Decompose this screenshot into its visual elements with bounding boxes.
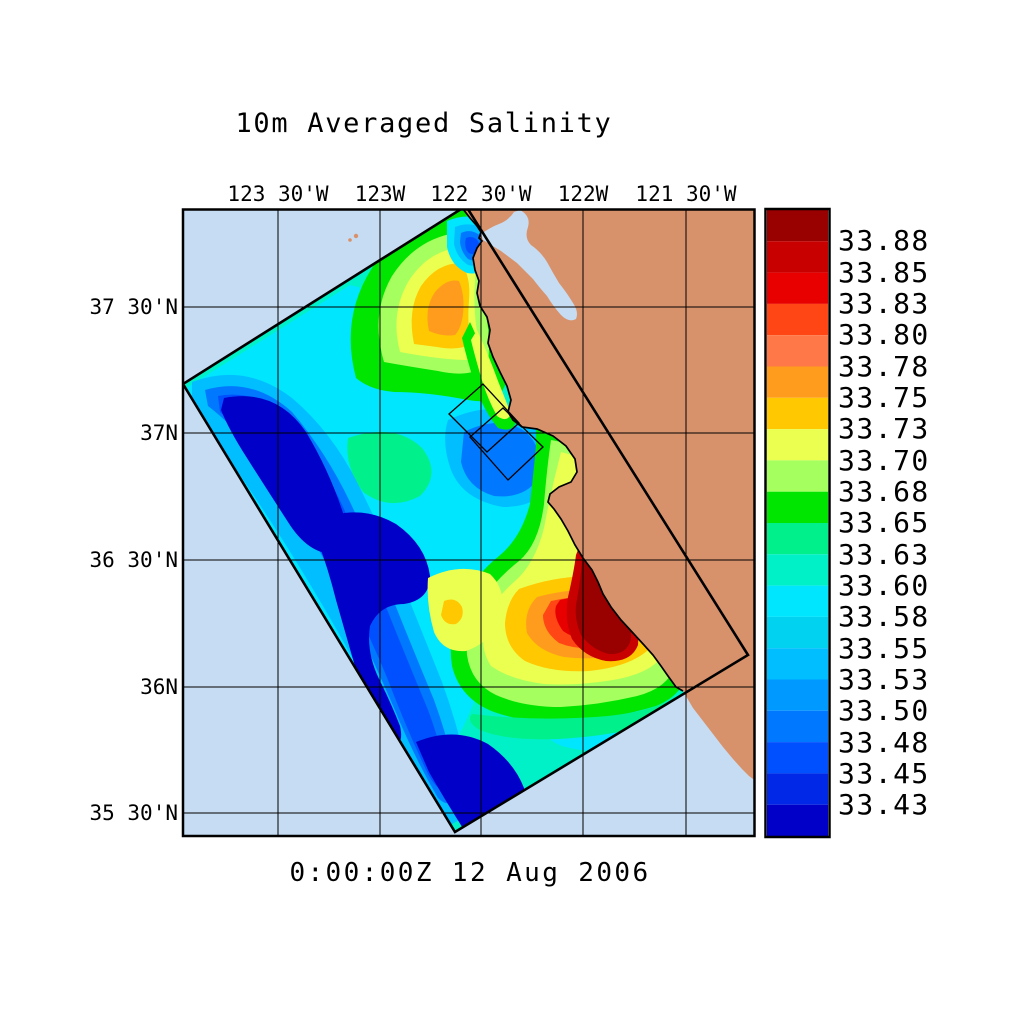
x-tick-label: 122 30'W (430, 182, 532, 206)
colorbar-label: 33.65 (838, 506, 930, 539)
salinity-blob (427, 280, 464, 336)
colorbar-band (767, 742, 828, 774)
colorbar-label: 33.80 (838, 318, 930, 351)
y-tick-label: 36 30'N (89, 548, 178, 572)
page-title: 10m Averaged Salinity (235, 108, 612, 139)
colorbar-band (767, 616, 828, 649)
salinity-blob (347, 431, 432, 504)
colorbar-band (767, 491, 828, 523)
y-tick-label: 37 30'N (89, 295, 178, 319)
colorbar-band (767, 272, 828, 304)
colorbar-label: 33.58 (838, 600, 930, 633)
colorbar-label: 33.45 (838, 757, 930, 790)
colorbar-band (767, 429, 828, 461)
colorbar-band (767, 554, 828, 586)
timestamp-label: 0:00:00Z 12 Aug 2006 (289, 858, 650, 888)
y-tick-label: 37N (140, 421, 178, 445)
colorbar-label: 33.83 (838, 287, 930, 320)
colorbar-band (767, 523, 828, 555)
colorbar-band (767, 585, 828, 617)
bay-polygon (481, 210, 577, 321)
colorbar-label: 33.88 (838, 224, 930, 257)
coastline (462, 210, 684, 692)
nested-domain-box (469, 407, 544, 481)
x-tick-label: 122W (558, 182, 609, 206)
colorbar-border (764, 207, 831, 839)
colorbar-band (767, 397, 828, 430)
colorbar-label: 33.55 (838, 632, 930, 665)
x-tick-label: 121 30'W (635, 182, 737, 206)
colorbar-labels: 33.88 33.85 33.83 33.80 33.78 33.75 33.7… (838, 224, 930, 821)
colorbar-band (767, 460, 828, 492)
y-axis-labels: 37 30'N 37N 36 30'N 36N 35 30'N (89, 295, 178, 825)
graticule (184, 210, 754, 836)
colorbar-band (767, 210, 828, 242)
y-tick-label: 35 30'N (89, 801, 178, 825)
x-tick-label: 123 30'W (227, 182, 329, 206)
colorbar-label: 33.75 (838, 381, 930, 414)
colorbar-label: 33.73 (838, 412, 930, 445)
x-tick-label: 123W (355, 182, 406, 206)
colorbar-label: 33.78 (838, 350, 930, 383)
colorbar-label: 33.68 (838, 475, 930, 508)
colorbar-label: 33.43 (838, 788, 930, 821)
x-axis-labels: 123 30'W 123W 122 30'W 122W 121 30'W (227, 182, 737, 206)
colorbar-band (767, 303, 828, 336)
colorbar-band (767, 335, 828, 367)
salinity-blob (575, 548, 632, 655)
colorbar-label: 33.63 (838, 538, 930, 571)
map-panel (181, 208, 756, 838)
colorbar-label: 33.85 (838, 256, 930, 289)
colorbar-band (767, 366, 828, 398)
colorbar-band (767, 241, 828, 273)
colorbar-band (767, 710, 828, 743)
colorbar-label: 33.50 (838, 694, 930, 727)
colorbar-label: 33.70 (838, 444, 930, 477)
salinity-blob (205, 386, 458, 804)
colorbar: 33.88 33.85 33.83 33.80 33.78 33.75 33.7… (764, 207, 930, 839)
colorbar-band (767, 804, 828, 836)
map-clip-group (184, 210, 754, 836)
salinity-blob (441, 599, 463, 625)
y-tick-label: 36N (140, 675, 178, 699)
salinity-blob (427, 568, 503, 652)
land-polygon (463, 210, 754, 780)
salinity-blob (221, 396, 347, 554)
colorbar-label: 33.60 (838, 569, 930, 602)
islet (353, 233, 359, 239)
colorbar-label: 33.53 (838, 663, 930, 696)
salinity-field (184, 210, 748, 832)
model-domain-outline (184, 210, 750, 834)
colorbar-band (767, 679, 828, 711)
islet (348, 238, 352, 242)
colorbar-label: 33.48 (838, 726, 930, 759)
salinity-blob (318, 512, 430, 746)
map-frame (181, 208, 756, 838)
colorbar-band (767, 773, 828, 805)
colorbar-band (767, 648, 828, 680)
